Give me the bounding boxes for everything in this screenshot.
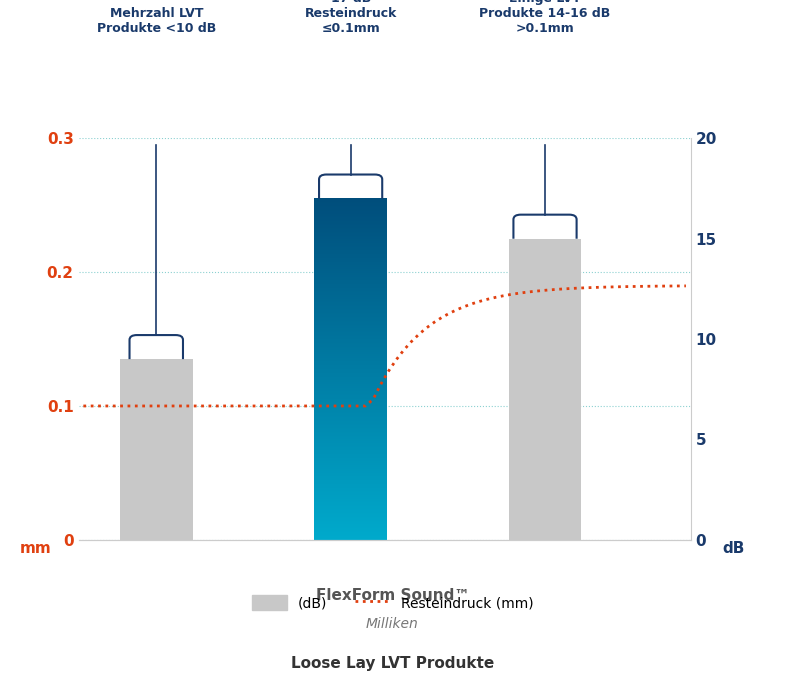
- Text: Mehrzahl LVT
Produkte <10 dB: Mehrzahl LVT Produkte <10 dB: [97, 7, 216, 35]
- Y-axis label: dB: dB: [722, 541, 745, 556]
- Y-axis label: mm: mm: [20, 541, 52, 556]
- Text: Milliken: Milliken: [366, 617, 419, 631]
- Legend: (dB), Resteindruck (mm): (dB), Resteindruck (mm): [246, 590, 539, 616]
- Text: Einige LVT
Produkte 14-16 dB
>0.1mm: Einige LVT Produkte 14-16 dB >0.1mm: [480, 0, 611, 35]
- Text: Loose Lay LVT Produkte: Loose Lay LVT Produkte: [291, 656, 494, 671]
- Text: 17 dB
Resteindruck
≤0.1mm: 17 dB Resteindruck ≤0.1mm: [305, 0, 397, 35]
- Text: FlexForm Sound™: FlexForm Sound™: [316, 588, 469, 603]
- Bar: [509, 239, 582, 540]
- Bar: [120, 359, 192, 540]
